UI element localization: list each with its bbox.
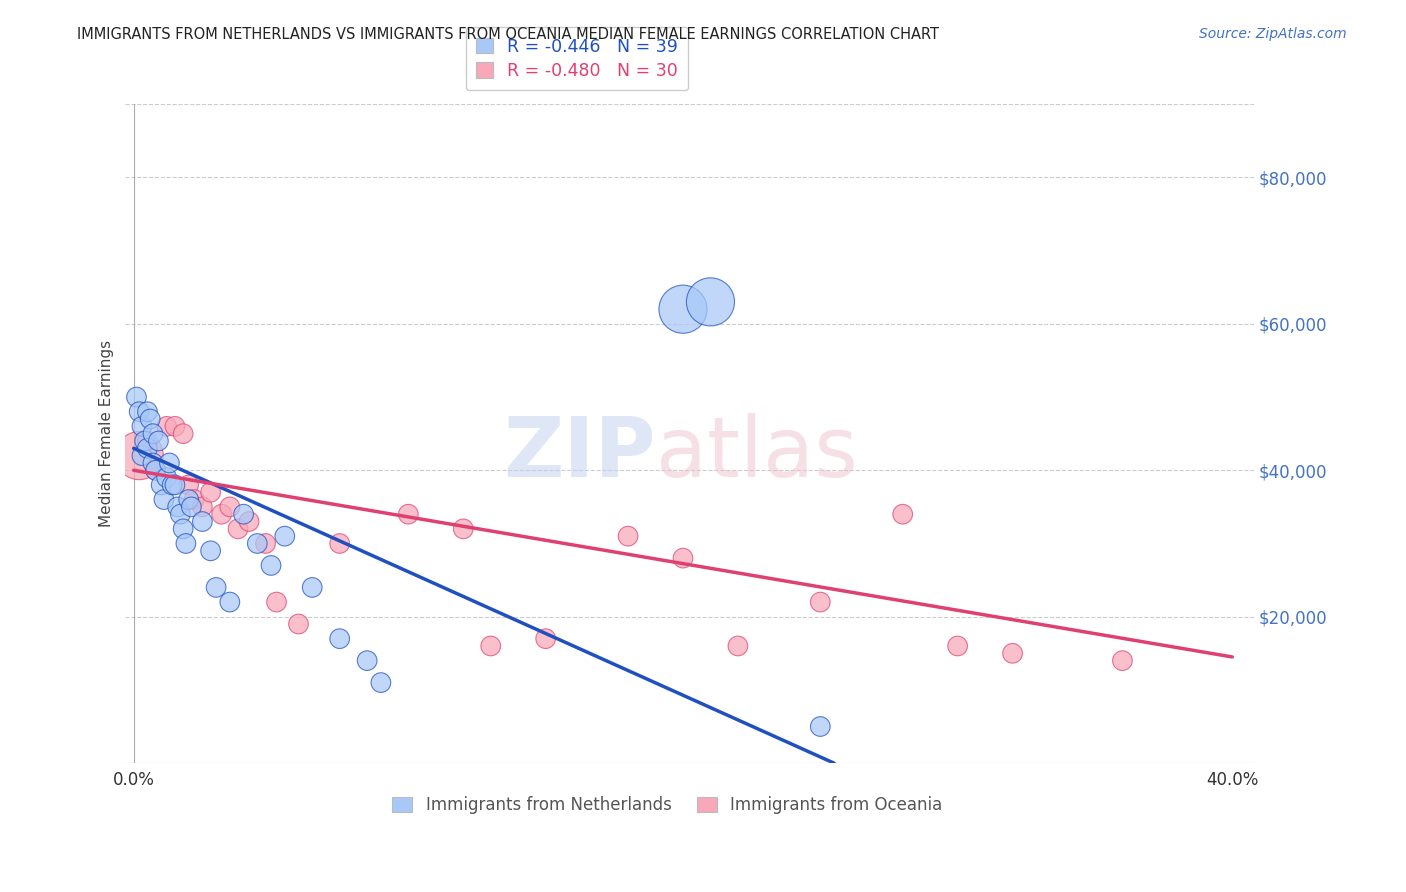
Point — [128, 449, 150, 463]
Text: ZIP: ZIP — [503, 413, 657, 494]
Point — [157, 456, 180, 470]
Point — [329, 632, 352, 646]
Point — [218, 595, 240, 609]
Point — [699, 294, 721, 309]
Point — [163, 478, 186, 492]
Point — [153, 492, 176, 507]
Point — [260, 558, 283, 573]
Point — [136, 434, 159, 448]
Point — [672, 302, 695, 317]
Point — [177, 492, 200, 507]
Point — [534, 632, 557, 646]
Point — [163, 419, 186, 434]
Point — [160, 478, 183, 492]
Point — [808, 595, 831, 609]
Point — [274, 529, 297, 543]
Text: atlas: atlas — [657, 413, 858, 494]
Point — [169, 507, 191, 521]
Point — [183, 492, 205, 507]
Point — [131, 449, 153, 463]
Point — [142, 456, 165, 470]
Point — [727, 639, 749, 653]
Point — [200, 485, 222, 500]
Point — [891, 507, 914, 521]
Point — [128, 405, 150, 419]
Point — [191, 500, 214, 514]
Point — [174, 536, 197, 550]
Point — [200, 543, 222, 558]
Point — [125, 390, 148, 404]
Y-axis label: Median Female Earnings: Median Female Earnings — [100, 340, 114, 527]
Point — [232, 507, 254, 521]
Point — [142, 426, 165, 441]
Point — [301, 581, 323, 595]
Point — [226, 522, 249, 536]
Point — [136, 405, 159, 419]
Point — [808, 719, 831, 733]
Point — [136, 442, 159, 456]
Point — [211, 507, 233, 521]
Point — [617, 529, 640, 543]
Point — [396, 507, 419, 521]
Text: IMMIGRANTS FROM NETHERLANDS VS IMMIGRANTS FROM OCEANIA MEDIAN FEMALE EARNINGS CO: IMMIGRANTS FROM NETHERLANDS VS IMMIGRANT… — [77, 27, 939, 42]
Point — [134, 434, 156, 448]
Point — [145, 463, 167, 477]
Point — [246, 536, 269, 550]
Point — [191, 515, 214, 529]
Point — [172, 522, 194, 536]
Point — [238, 515, 260, 529]
Point — [166, 500, 188, 514]
Point — [370, 675, 392, 690]
Point — [287, 617, 309, 632]
Point — [139, 412, 162, 426]
Point — [672, 551, 695, 566]
Point — [156, 470, 179, 484]
Point — [218, 500, 240, 514]
Point — [329, 536, 352, 550]
Legend: Immigrants from Netherlands, Immigrants from Oceania: Immigrants from Netherlands, Immigrants … — [385, 789, 949, 821]
Point — [453, 522, 475, 536]
Point — [150, 478, 173, 492]
Point — [479, 639, 502, 653]
Point — [172, 426, 194, 441]
Point — [145, 463, 167, 477]
Point — [356, 654, 378, 668]
Point — [205, 581, 228, 595]
Point — [946, 639, 969, 653]
Point — [1001, 646, 1024, 660]
Point — [254, 536, 277, 550]
Point — [156, 419, 179, 434]
Point — [180, 500, 202, 514]
Point — [177, 478, 200, 492]
Point — [131, 419, 153, 434]
Text: Source: ZipAtlas.com: Source: ZipAtlas.com — [1199, 27, 1347, 41]
Point — [266, 595, 288, 609]
Point — [1111, 654, 1133, 668]
Point — [148, 434, 170, 448]
